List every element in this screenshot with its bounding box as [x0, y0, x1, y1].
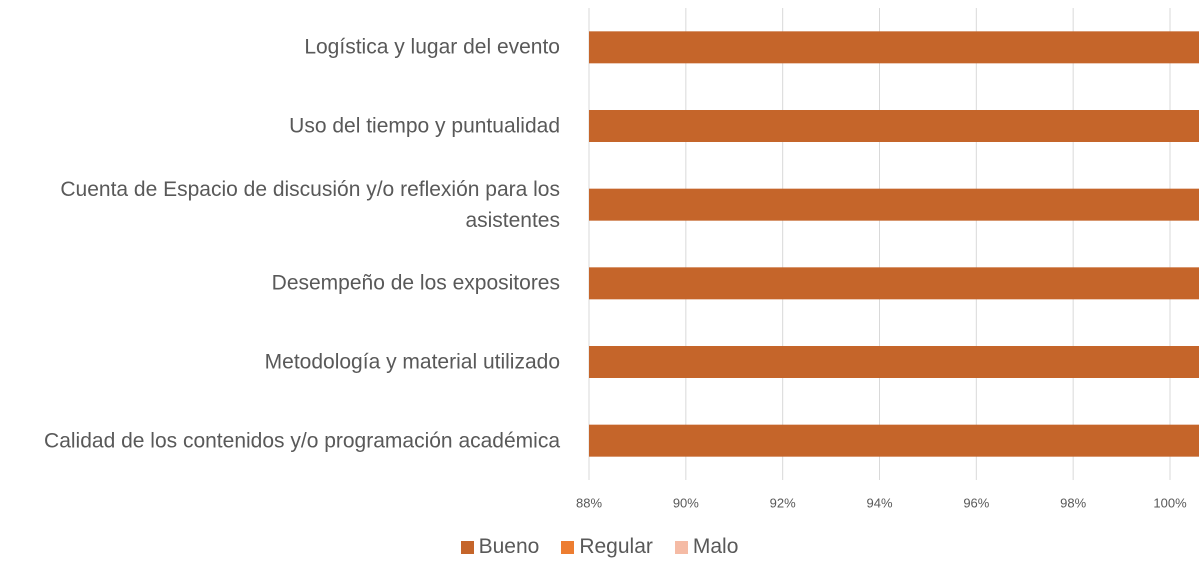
category-label: Calidad de los contenidos y/o programaci…	[44, 429, 560, 453]
legend: Bueno Regular Malo	[0, 535, 1199, 559]
legend-swatch	[561, 540, 575, 554]
category-label: Metodología y material utilizado	[264, 350, 560, 374]
x-tick-label: 100%	[1153, 495, 1187, 510]
bar-segment	[589, 110, 1199, 142]
legend-label: Bueno	[478, 535, 540, 558]
bar-segment	[589, 346, 1199, 378]
category-label: Logística y lugar del evento	[304, 35, 560, 59]
legend-swatch	[460, 540, 474, 554]
legend-item: Malo	[674, 535, 739, 559]
bar-segment	[589, 31, 1199, 64]
legend-item: Regular	[561, 535, 653, 559]
legend-label: Regular	[579, 535, 653, 558]
x-tick-label: 92%	[770, 495, 796, 510]
category-label: Uso del tiempo y puntualidad	[289, 114, 560, 138]
x-tick-label: 88%	[576, 495, 602, 510]
x-tick-label: 98%	[1060, 495, 1086, 510]
x-tick-label: 90%	[673, 495, 699, 510]
category-label: Desempeño de los expositores	[271, 271, 560, 295]
x-tick-label: 94%	[866, 495, 892, 510]
x-tick-label: 96%	[963, 495, 989, 510]
bar-segment	[589, 267, 1199, 300]
legend-swatch	[674, 540, 688, 554]
category-label: Cuenta de Espacio de discusión y/o refle…	[60, 177, 560, 232]
bar-segment	[589, 424, 1199, 457]
legend-item: Bueno	[460, 535, 540, 559]
legend-label: Malo	[692, 535, 739, 558]
bar-segment	[589, 188, 1199, 221]
